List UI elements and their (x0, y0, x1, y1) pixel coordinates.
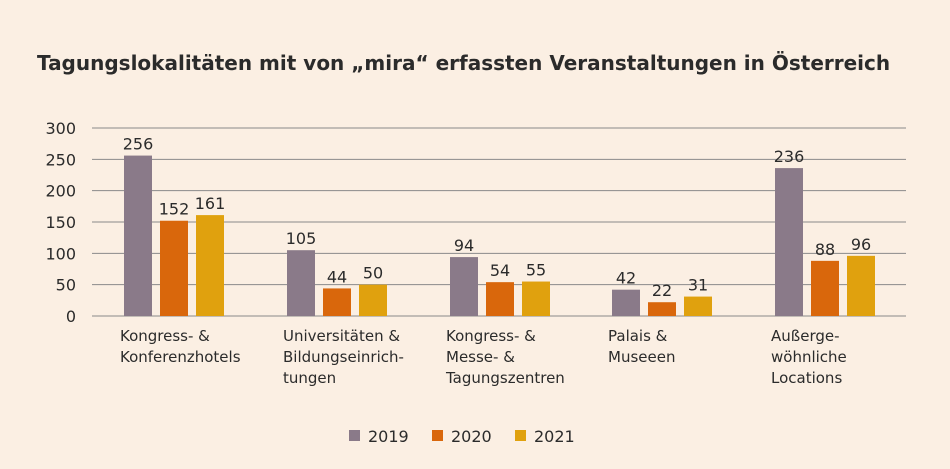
y-tick-label: 0 (66, 307, 76, 326)
category-label: Kongress- & (446, 327, 536, 345)
category-label: Außerge- (771, 327, 840, 345)
chart-title: Tagungslokalitäten mit von „mira“ erfass… (37, 51, 890, 75)
category-label: Bildungseinrich- (283, 348, 404, 366)
y-tick-label: 300 (45, 119, 76, 138)
data-label: 55 (526, 261, 546, 280)
legend: 2019 2020 2021 (349, 427, 575, 446)
bar (323, 288, 351, 316)
y-tick-label: 100 (45, 244, 76, 263)
y-tick-label: 150 (45, 213, 76, 232)
category-labels: Kongress- & Konferenzhotels Universitäten … (120, 327, 847, 387)
data-label: 42 (616, 269, 636, 288)
bar (196, 215, 224, 316)
legend-label: 2021 (534, 427, 575, 446)
category-label: Museeen (608, 348, 675, 366)
grid (92, 127, 906, 317)
category-label: Messe- & (446, 348, 515, 366)
category-label: tungen (283, 369, 336, 387)
bar (811, 260, 839, 316)
category-label: Tagungszentren (445, 369, 565, 387)
legend-swatch (432, 430, 443, 441)
bar (450, 257, 478, 316)
data-label: 94 (454, 236, 474, 255)
data-labels: 256 105 94 42 236 152 44 54 22 88 161 50 55 31 96 (123, 135, 871, 301)
data-label: 161 (195, 194, 226, 213)
data-label: 96 (851, 235, 871, 254)
y-tick-label: 200 (45, 182, 76, 201)
bars (124, 155, 875, 316)
y-axis: 0 50 100 150 200 250 300 (45, 119, 76, 326)
category-label: Universitäten & (283, 327, 400, 345)
data-label: 236 (774, 147, 805, 166)
y-tick-label: 250 (45, 150, 76, 169)
bar (522, 281, 550, 316)
category-label: Konferenzhotels (120, 348, 241, 366)
data-label: 152 (159, 200, 190, 219)
bar (648, 302, 676, 316)
legend-label: 2019 (368, 427, 409, 446)
data-label: 50 (363, 264, 383, 283)
bar (124, 155, 152, 316)
legend-swatch (349, 430, 360, 441)
bar (160, 220, 188, 316)
y-tick-label: 50 (56, 276, 76, 295)
data-label: 22 (652, 281, 672, 300)
data-label: 54 (490, 261, 510, 280)
legend-swatch (515, 430, 526, 441)
bar (486, 282, 514, 316)
data-label: 256 (123, 135, 154, 154)
data-label: 31 (688, 276, 708, 295)
bar (847, 255, 875, 316)
bar (612, 289, 640, 316)
legend-label: 2020 (451, 427, 492, 446)
data-label: 88 (815, 240, 835, 259)
category-label: Kongress- & (120, 327, 210, 345)
bar (684, 296, 712, 316)
bar (775, 168, 803, 316)
bar (359, 284, 387, 316)
category-label: wöhnliche (771, 348, 847, 366)
category-label: Palais & (608, 327, 668, 345)
category-label: Locations (771, 369, 842, 387)
data-label: 105 (286, 229, 317, 248)
data-label: 44 (327, 267, 347, 286)
bar (287, 250, 315, 316)
